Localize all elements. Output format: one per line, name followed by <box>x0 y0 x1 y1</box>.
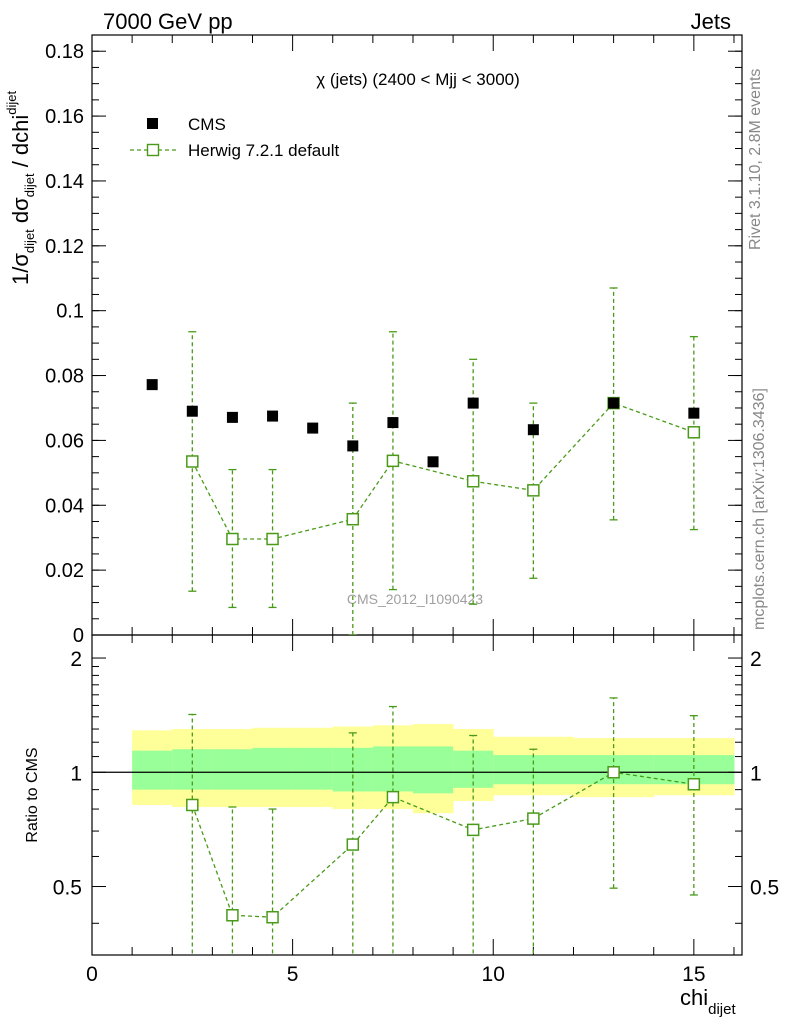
ratio-x-axis: 0 5 10 15 <box>86 635 735 986</box>
ratio-y-tick-label-right: 1 <box>750 762 762 785</box>
main-y-tick-label: 0.18 <box>45 41 84 63</box>
ratio-y-tick-label-right: 0.5 <box>750 877 779 900</box>
cms-data-point <box>347 440 359 452</box>
ratio-x-tick-label: 10 <box>482 963 505 986</box>
main-y-axis: 0 0.02 0.04 0.06 0.08 0.1 0.12 0.14 0.16 0.18 <box>45 34 742 647</box>
main-y-tick-label: 0.02 <box>45 560 84 582</box>
herwig-ratio-point <box>346 838 360 851</box>
ratio-panel-frame <box>91 634 743 956</box>
herwig-point <box>466 475 480 488</box>
watermark: CMS_2012_I1090423 <box>347 591 483 607</box>
ratio-x-tick-label: 5 <box>287 963 299 986</box>
legend-cms-label: CMS <box>188 115 226 134</box>
ratio-y-tick-label: 0.5 <box>53 877 82 900</box>
cms-data-point <box>427 456 439 468</box>
green-band-segment <box>412 746 454 794</box>
ratio-y-tick-label-right: 2 <box>750 648 762 671</box>
ratio-y-tick-label: 1 <box>70 762 82 785</box>
herwig-ratio-point <box>186 798 199 812</box>
main-y-tick-label: 0.06 <box>45 430 84 452</box>
legend-herwig-label: Herwig 7.2.1 default <box>188 141 339 160</box>
legend-herwig-marker <box>146 143 160 157</box>
main-y-tick-label: 0.08 <box>45 366 84 388</box>
herwig-point <box>346 512 360 526</box>
green-band-segment <box>132 750 173 790</box>
main-y-tick-label: 0.1 <box>56 301 84 323</box>
legend-cms-marker <box>147 118 158 129</box>
main-y-tick-label: 0 <box>73 625 84 647</box>
herwig-ratio-point <box>266 910 279 924</box>
cms-data-point <box>307 422 319 434</box>
ratio-data-layer <box>186 697 701 955</box>
mcplots-side-label: mcplots.cern.ch [arXiv:1306.3436] <box>751 388 768 630</box>
green-band-segment <box>212 749 253 790</box>
cms-data-point <box>267 410 279 422</box>
herwig-ratio-point <box>687 777 701 791</box>
cms-data-point <box>186 405 198 417</box>
herwig-point <box>226 532 239 546</box>
main-y-tick-label: 0.12 <box>45 236 84 258</box>
main-data-layer <box>146 287 701 635</box>
herwig-line <box>191 402 695 540</box>
header-right-title: Jets <box>691 9 731 34</box>
ratio-y-axis: 0.5 0.5 1 1 2 2 <box>53 648 779 924</box>
herwig-ratio-point <box>386 790 400 804</box>
main-y-tick-label: 0.04 <box>45 495 84 517</box>
herwig-point <box>527 484 540 497</box>
ratio-y-tick-label: 2 <box>70 648 82 671</box>
ratio-x-tick-label: 0 <box>86 963 98 986</box>
herwig-point <box>266 532 279 546</box>
cms-data-point <box>527 424 539 436</box>
herwig-point <box>687 426 701 439</box>
main-x-ticks <box>91 35 735 635</box>
cms-data-point <box>387 417 399 429</box>
herwig-ratio-point <box>466 823 480 837</box>
main-y-tick-label: 0.16 <box>45 106 84 128</box>
x-axis-title: chidijet <box>680 985 736 1018</box>
cms-data-point <box>688 407 700 419</box>
herwig-point <box>186 455 199 468</box>
ratio-y-axis-title: Ratio to CMS <box>24 747 41 842</box>
herwig-ratio-point <box>527 812 540 825</box>
main-y-axis-title: 1/σdijet dσdijet / dchidijet <box>4 90 37 285</box>
herwig-point <box>386 454 400 468</box>
herwig-ratio-point <box>607 766 620 779</box>
ratio-uncertainty-bands <box>132 724 735 814</box>
ratio-x-tick-label: 15 <box>682 963 705 986</box>
cms-data-point <box>226 411 238 423</box>
cms-data-point <box>608 397 620 409</box>
plot-title: χ (jets) (2400 < Mjj < 3000) <box>316 70 520 89</box>
rivet-side-label: Rivet 3.1.10, 2.8M events <box>747 69 764 250</box>
header-left-title: 7000 GeV pp <box>103 9 233 34</box>
green-band-segment <box>252 747 294 790</box>
legend: CMS Herwig 7.2.1 default <box>130 115 339 160</box>
herwig-ratio-point <box>226 909 239 922</box>
main-y-tick-label: 0.14 <box>45 171 84 193</box>
cms-data-point <box>467 397 479 409</box>
cms-data-point <box>146 379 158 391</box>
green-band-segment <box>292 747 334 790</box>
